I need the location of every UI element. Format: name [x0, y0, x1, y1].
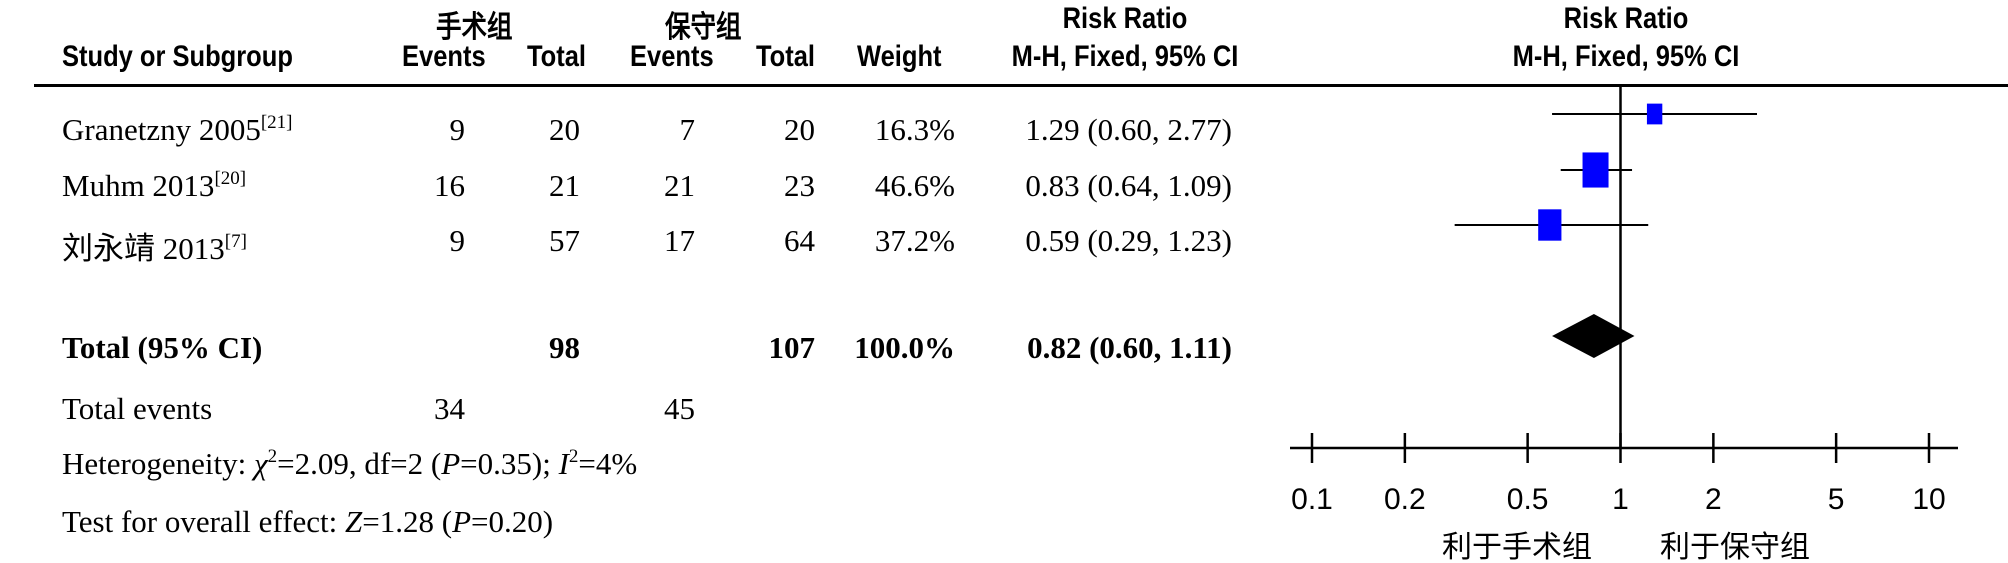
group2-header: 保守组	[665, 11, 742, 44]
favors-right-label: 利于保守组	[1660, 531, 1810, 563]
total-ci-text: 0.82 (0.60, 1.11)	[1027, 330, 1232, 365]
weight: 46.6%	[874, 168, 955, 203]
x-tick-label: 0.2	[1384, 483, 1426, 516]
total1: 57	[549, 223, 580, 258]
events2: 7	[679, 112, 696, 147]
ci-text: 1.29 (0.60, 2.77)	[1025, 112, 1232, 147]
study-marker	[1538, 209, 1562, 241]
total2-col-header: Total	[756, 40, 816, 73]
total-n2: 107	[768, 330, 816, 365]
study-col-header: Study or Subgroup	[62, 40, 293, 73]
events1: 9	[449, 223, 466, 258]
plot-title-header: Risk Ratio	[1563, 2, 1689, 35]
total2: 20	[784, 112, 815, 147]
x-tick-label: 5	[1828, 483, 1845, 516]
study-marker	[1646, 103, 1663, 125]
total-label: Total (95% CI)	[62, 330, 263, 365]
total-diamond	[1552, 314, 1635, 358]
total2: 64	[784, 223, 815, 258]
ci-text: 0.59 (0.29, 1.23)	[1025, 223, 1232, 258]
study-ref: [21]	[260, 112, 293, 133]
total-weight: 100.0%	[854, 330, 955, 365]
study-marker	[1582, 152, 1609, 188]
events2: 17	[664, 223, 695, 258]
study-name: Granetzny 2005[21]	[62, 112, 293, 147]
events2-col-header: Events	[630, 40, 714, 73]
weight: 37.2%	[874, 223, 955, 258]
study-ref: [20]	[214, 168, 247, 189]
weight: 16.3%	[874, 112, 955, 147]
header-rule	[34, 84, 2008, 87]
events1: 16	[434, 168, 465, 203]
events1: 9	[449, 112, 466, 147]
total-events1: 34	[434, 391, 465, 426]
group1-header: 手术组	[436, 11, 513, 44]
weight-col-header: Weight	[857, 40, 942, 73]
rr-method-header: M-H, Fixed, 95% CI	[1011, 40, 1239, 73]
overall-effect-text: Test for overall effect: Z=1.28 (P=0.20)	[62, 504, 554, 539]
total1: 20	[549, 112, 580, 147]
heterogeneity-text: Heterogeneity: χ2=2.09, df=2 (P=0.35); I…	[62, 446, 638, 481]
x-tick-label: 1	[1612, 483, 1629, 516]
total-events-label: Total events	[62, 391, 213, 426]
total1: 21	[549, 168, 580, 203]
events1-col-header: Events	[402, 40, 486, 73]
x-tick-label: 10	[1912, 483, 1945, 516]
x-tick-label: 0.5	[1507, 483, 1549, 516]
study-name: Muhm 2013[20]	[62, 168, 247, 203]
plot-method-header: M-H, Fixed, 95% CI	[1512, 40, 1740, 73]
total-n1: 98	[549, 330, 580, 365]
favors-left-label: 利于手术组	[1442, 531, 1592, 563]
ci-text: 0.83 (0.64, 1.09)	[1025, 168, 1232, 203]
events2: 21	[664, 168, 695, 203]
total-events2: 45	[664, 391, 695, 426]
total1-col-header: Total	[527, 40, 587, 73]
study-name: 刘永靖 2013[7]	[62, 231, 247, 266]
x-tick-label: 0.1	[1291, 483, 1333, 516]
x-tick-label: 2	[1705, 483, 1722, 516]
total2: 23	[784, 168, 815, 203]
study-ref: [7]	[224, 231, 247, 252]
rr-title-header: Risk Ratio	[1062, 2, 1188, 35]
